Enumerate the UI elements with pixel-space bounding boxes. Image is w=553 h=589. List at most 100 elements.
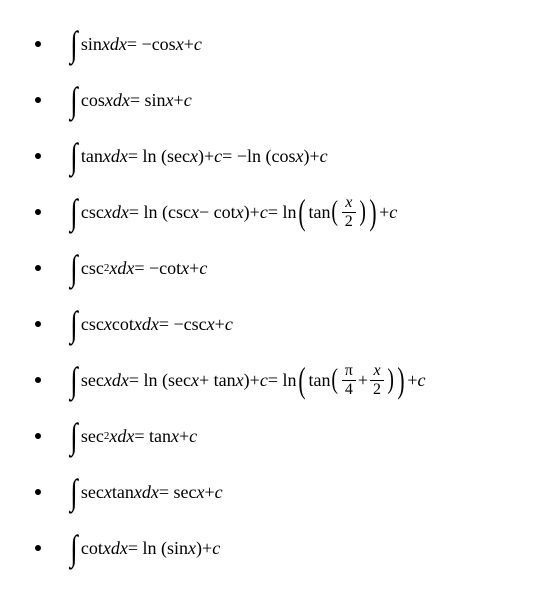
fraction: π4 [342,362,356,398]
formula-text: sec [81,482,104,503]
formula-text: csc [81,314,104,335]
formula-text: x [103,538,111,559]
formula-text: )+ [196,538,212,559]
right-paren: ) [398,366,405,395]
formula-text: = sin [130,90,166,111]
formula-text: x [176,34,184,55]
formula-text: x [120,538,128,559]
integral-sign: ∫ [70,418,77,454]
bullet-icon [35,545,41,551]
formula-text: sin [81,34,102,55]
formula-text: d [111,146,120,167]
formula-text: d [113,90,122,111]
formula-text: + [379,202,389,223]
bullet-icon [35,489,41,495]
formula-text: x [171,426,179,447]
formula-text: c [260,370,268,391]
formula-content: ∫csc x cot xdx = −csc x+c [69,306,233,342]
formula-text: c [260,202,268,223]
bullet-icon [35,209,41,215]
formula-text: = −cos [127,34,176,55]
formula-text: sec [81,370,104,391]
integral-sign: ∫ [70,138,77,174]
formula-text: + [215,314,225,335]
formula-text: + [205,482,215,503]
formula-text: + [407,370,417,391]
formula-text: c [389,202,397,223]
formula-text: d [142,482,151,503]
formula-text: d [111,538,120,559]
formula-item: ∫sec xdx = ln (sec x + tan x)+c = ln(tan… [30,356,523,404]
formula-text: d [142,314,151,335]
formula-text: x [120,146,128,167]
formula-text: c [418,370,426,391]
formula-text: c [199,258,207,279]
formula-text: x [102,34,110,55]
integral-sign: ∫ [70,26,77,62]
formula-text: csc [81,258,104,279]
integral-sign: ∫ [70,530,77,566]
formula-text: x [109,426,117,447]
formula-text: c [214,146,222,167]
formula-text: c [194,34,202,55]
formula-text: = ln (csc [129,202,191,223]
formula-text: + [189,258,199,279]
formula-text: + tan [199,370,236,391]
formula-text: = ln (sec [129,370,191,391]
formula-text: x [236,202,244,223]
formula-item: ∫sec2 xdx = tan x+c [30,412,523,460]
formula-text: x [104,314,112,335]
bullet-icon [35,265,41,271]
integral-sign: ∫ [70,194,77,230]
left-paren: ( [299,198,306,227]
integral-formula-list: ∫sin xdx = −cos x+c∫cos xdx = sin x+c∫ta… [30,20,523,572]
formula-text: x [109,258,117,279]
formula-text: x [207,314,215,335]
formula-text: x [166,90,174,111]
right-paren: ) [370,198,377,227]
formula-text: x [126,258,134,279]
formula-text: = −csc [159,314,207,335]
formula-text: cot [81,538,103,559]
formula-text: d [112,202,121,223]
formula-text: x [104,202,112,223]
formula-text: x [295,146,303,167]
formula-text: x [191,370,199,391]
formula-text: x [121,202,129,223]
bullet-icon [35,97,41,103]
formula-text: cot [112,314,134,335]
bullet-icon [35,433,41,439]
right-paren: ) [387,368,394,392]
formula-text: x [134,314,142,335]
formula-text: x [126,426,134,447]
formula-text: sec [81,426,104,447]
formula-text: = −cot [134,258,181,279]
formula-content: ∫cot xdx = ln (sin x)+c [69,530,220,566]
integral-sign: ∫ [70,250,77,286]
formula-text: d [117,426,126,447]
formula-text: x [191,202,199,223]
formula-text: cos [81,90,105,111]
formula-text: x [197,482,205,503]
formula-item: ∫cot xdx = ln (sin x)+c [30,524,523,572]
formula-content: ∫sec xdx = ln (sec x + tan x)+c = ln(tan… [69,362,426,398]
formula-text: tan [81,146,103,167]
formula-text: tan [112,482,134,503]
formula-text: x [181,258,189,279]
formula-text: d [110,34,119,55]
formula-text: c [184,90,192,111]
right-paren: ) [359,200,366,224]
formula-text: d [117,258,126,279]
formula-text: )+ [198,146,214,167]
integral-sign: ∫ [70,362,77,398]
formula-text: x [236,370,244,391]
integral-sign: ∫ [70,474,77,510]
formula-text: = tan [134,426,171,447]
formula-text: x [134,482,142,503]
formula-item: ∫sin xdx = −cos x+c [30,20,523,68]
formula-text: c [189,426,197,447]
formula-text: x [151,482,159,503]
bullet-icon [35,41,41,47]
formula-text: c [215,482,223,503]
formula-item: ∫csc x cot xdx = −csc x+c [30,300,523,348]
